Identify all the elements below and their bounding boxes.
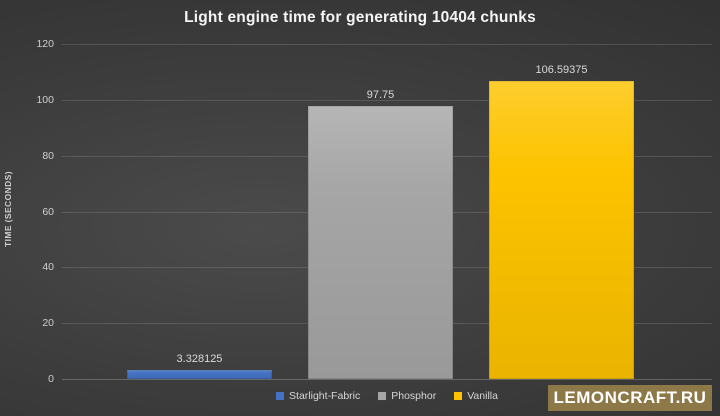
legend-label: Starlight-Fabric [289, 390, 361, 402]
legend-label: Vanilla [467, 390, 498, 402]
bar-vanilla [489, 81, 634, 379]
y-tick-label-0: 0 [48, 373, 54, 385]
chart-title: Light engine time for generating 10404 c… [184, 9, 536, 26]
legend-label: Phosphor [391, 390, 437, 402]
legend-swatch-icon [454, 392, 463, 400]
legend-swatch-icon [378, 392, 387, 400]
y-tick-label-80: 80 [42, 149, 54, 162]
y-tick-label-100: 100 [36, 93, 54, 106]
y-tick-label-40: 40 [42, 261, 54, 274]
legend-item-phosphor: Phosphor [378, 390, 436, 402]
legend-swatch-icon [276, 392, 285, 400]
legend-item-vanilla: Vanilla [454, 390, 498, 402]
chart-legend: Starlight-Fabric Phosphor Vanilla [62, 390, 712, 402]
legend-item-starlight-fabric: Starlight-Fabric [276, 390, 360, 402]
bar-value-label-starlight-fabric: 3.328125 [176, 352, 223, 365]
bar-starlight-fabric [127, 369, 272, 380]
y-tick-label-20: 20 [42, 317, 54, 330]
gridline-0 [62, 379, 712, 380]
gridline-100 [62, 99, 712, 101]
watermark-badge: LEMONCRAFT.RU [548, 385, 712, 411]
gridline-120 [62, 44, 712, 45]
y-tick-label-120: 120 [36, 38, 54, 50]
bar-value-label-phosphor: 97.75 [366, 89, 395, 102]
bar-phosphor [308, 106, 453, 379]
bar-value-label-vanilla: 106.59375 [535, 64, 588, 77]
y-tick-label-60: 60 [42, 205, 54, 218]
